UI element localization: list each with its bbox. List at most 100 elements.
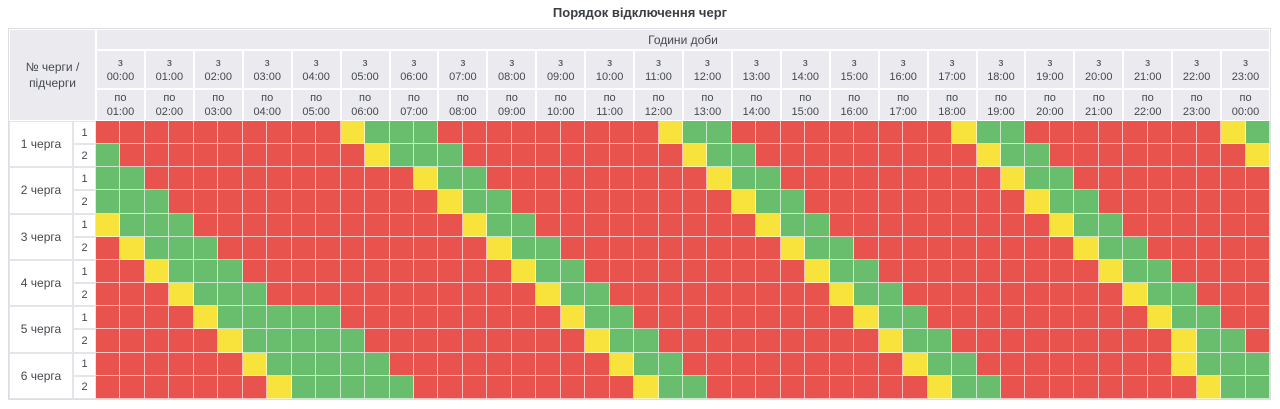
schedule-cell [487, 352, 512, 376]
schedule-cell [120, 283, 145, 307]
schedule-cell [193, 352, 219, 376]
hour-from-header: з 20:00 [1074, 50, 1124, 89]
schedule-cell [1098, 306, 1124, 330]
schedule-cell [120, 144, 145, 168]
hour-from-header: з 00:00 [96, 50, 145, 89]
schedule-cell [193, 259, 219, 284]
schedule-cell [242, 375, 268, 399]
hour-from-header: з 18:00 [976, 50, 1026, 89]
hour-to-header: по 11:00 [585, 89, 635, 121]
schedule-cell [829, 375, 855, 399]
schedule-cell [1172, 167, 1197, 191]
schedule-cell [609, 144, 635, 168]
schedule-cell [829, 213, 855, 237]
schedule-cell [365, 306, 390, 330]
schedule-cell [805, 236, 830, 260]
schedule-cell [805, 190, 830, 214]
schedule-cell [903, 190, 928, 214]
schedule-cell [1196, 144, 1222, 168]
schedule-cell [1123, 144, 1148, 168]
schedule-cell [389, 283, 414, 307]
schedule-cell [96, 236, 121, 260]
schedule-cell [1196, 352, 1222, 376]
schedule-cell [1025, 213, 1050, 237]
hour-from-header: з 21:00 [1123, 50, 1173, 89]
schedule-cell [1172, 144, 1197, 168]
schedule-cell [1245, 306, 1270, 330]
hour-from-header: з 22:00 [1172, 50, 1222, 89]
schedule-cell [242, 329, 268, 353]
schedule-cell [462, 352, 488, 376]
schedule-cell [365, 283, 390, 307]
schedule-cell [218, 236, 243, 260]
schedule-cell [1172, 329, 1197, 353]
schedule-cell [536, 190, 561, 214]
schedule-cell [1245, 375, 1270, 399]
schedule-cell [438, 352, 463, 376]
schedule-cell [511, 190, 537, 214]
schedule-cell [634, 144, 659, 168]
schedule-cell [1074, 259, 1099, 284]
schedule-cell [193, 167, 219, 191]
schedule-cell [536, 236, 561, 260]
schedule-cell [413, 352, 439, 376]
schedule-cell [1049, 329, 1075, 353]
schedule-cell [805, 306, 830, 330]
schedule-cell [1098, 259, 1124, 284]
hour-to-header: по 07:00 [389, 89, 439, 121]
schedule-cell [1196, 236, 1222, 260]
schedule-cell [1025, 329, 1050, 353]
schedule-cell [1074, 121, 1099, 145]
schedule-cell [780, 236, 806, 260]
schedule-cell [1049, 121, 1075, 145]
chart-title: Порядок відключення черг [552, 5, 728, 20]
schedule-cell [120, 190, 145, 214]
schedule-cell [365, 352, 390, 376]
schedule-cell [805, 352, 830, 376]
schedule-cell [756, 283, 781, 307]
schedule-cell [511, 352, 537, 376]
schedule-cell [658, 167, 683, 191]
schedule-cell [267, 375, 292, 399]
schedule-cell [242, 259, 268, 284]
subqueue-label: 1 [73, 167, 96, 191]
schedule-cell [829, 190, 855, 214]
schedule-cell [1098, 329, 1124, 353]
schedule-cell [976, 329, 1001, 353]
schedule-cell [976, 375, 1001, 399]
schedule-cell [903, 329, 928, 353]
schedule-cell [1221, 375, 1246, 399]
schedule-cell [731, 167, 757, 191]
schedule-cell [903, 375, 928, 399]
schedule-cell [854, 144, 879, 168]
schedule-cell [952, 190, 977, 214]
schedule-cell [707, 352, 732, 376]
schedule-cell [1147, 121, 1173, 145]
schedule-cell [780, 306, 806, 330]
schedule-cell [144, 283, 170, 307]
schedule-cell [1245, 121, 1270, 145]
hour-to-header: по 22:00 [1123, 89, 1173, 121]
hour-to-header: по 13:00 [683, 89, 732, 121]
schedule-cell [193, 144, 219, 168]
schedule-cell [1025, 283, 1050, 307]
schedule-cell [487, 213, 512, 237]
schedule-cell [316, 306, 341, 330]
schedule-cell [96, 213, 121, 237]
schedule-cell [903, 306, 928, 330]
schedule-cell [878, 259, 904, 284]
schedule-cell [193, 329, 219, 353]
schedule-cell [707, 213, 732, 237]
schedule-cell [1098, 144, 1124, 168]
schedule-cell [634, 259, 659, 284]
schedule-cell [878, 144, 904, 168]
schedule-cell [389, 190, 414, 214]
schedule-cell [1098, 190, 1124, 214]
schedule-cell [829, 144, 855, 168]
schedule-cell [878, 236, 904, 260]
schedule-cell [1245, 259, 1270, 284]
schedule-cell [267, 236, 292, 260]
schedule-cell [316, 283, 341, 307]
schedule-cell [683, 329, 708, 353]
schedule-cell [560, 213, 586, 237]
